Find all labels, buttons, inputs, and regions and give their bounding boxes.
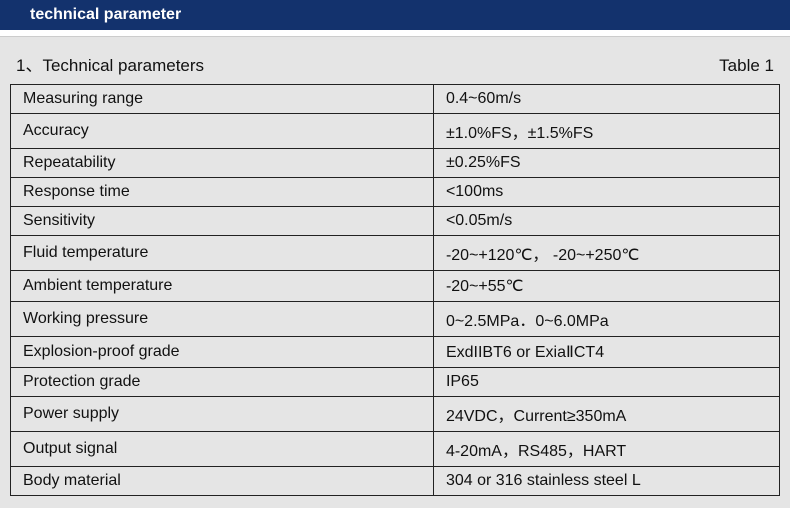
param-key: Accuracy [11,114,434,149]
param-key: Measuring range [11,85,434,114]
header-band: technical parameter [0,0,790,30]
section-heading: 1、Technical parameters [16,51,204,76]
table-row: Response time<100ms [11,178,780,207]
param-val: 24VDC，Current≥350mA [433,397,779,432]
table-row: Ambient temperature-20~+55℃ [11,271,780,302]
param-key: Working pressure [11,302,434,337]
param-key: Body material [11,467,434,496]
table-row: Repeatability±0.25%FS [11,149,780,178]
section-title-row: 1、Technical parameters Table 1 [10,47,780,84]
param-key: Explosion-proof grade [11,337,434,368]
table-row: Power supply24VDC，Current≥350mA [11,397,780,432]
param-val: ±1.0%FS，±1.5%FS [433,114,779,149]
param-val: <100ms [433,178,779,207]
table-row: Accuracy±1.0%FS，±1.5%FS [11,114,780,149]
table-row: Protection gradeIP65 [11,368,780,397]
param-val: ±0.25%FS [433,149,779,178]
param-val: 0.4~60m/s [433,85,779,114]
table-row: Sensitivity<0.05m/s [11,207,780,236]
param-val: ExdIIBT6 or ExiaⅡCT4 [433,337,779,368]
param-key: Repeatability [11,149,434,178]
param-val: <0.05m/s [433,207,779,236]
param-key: Fluid temperature [11,236,434,271]
param-val: -20~+120℃， -20~+250℃ [433,236,779,271]
table-row: Output signal4-20mA，RS485，HART [11,432,780,467]
content-wrap: 1、Technical parameters Table 1 Measuring… [0,36,790,508]
table-row: Explosion-proof gradeExdIIBT6 or ExiaⅡCT… [11,337,780,368]
param-val: -20~+55℃ [433,271,779,302]
param-key: Protection grade [11,368,434,397]
param-val: 304 or 316 stainless steel L [433,467,779,496]
table-row: Body material304 or 316 stainless steel … [11,467,780,496]
param-val: IP65 [433,368,779,397]
table-row: Working pressure0~2.5MPa．0~6.0MPa [11,302,780,337]
param-key: Sensitivity [11,207,434,236]
param-val: 4-20mA，RS485，HART [433,432,779,467]
param-key: Ambient temperature [11,271,434,302]
param-key: Response time [11,178,434,207]
param-key: Power supply [11,397,434,432]
table-row: Measuring range0.4~60m/s [11,85,780,114]
table-label: Table 1 [719,56,774,76]
param-val: 0~2.5MPa．0~6.0MPa [433,302,779,337]
header-title: technical parameter [30,6,181,23]
parameters-table: Measuring range0.4~60m/s Accuracy±1.0%FS… [10,84,780,496]
param-key: Output signal [11,432,434,467]
table-row: Fluid temperature-20~+120℃， -20~+250℃ [11,236,780,271]
